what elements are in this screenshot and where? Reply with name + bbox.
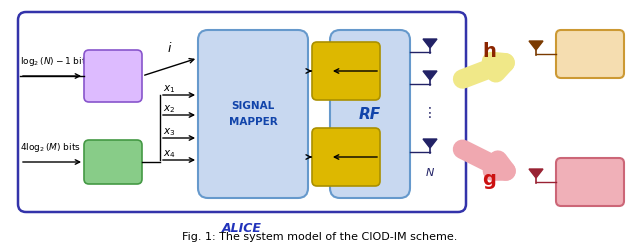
Text: Combination: Combination — [88, 73, 138, 79]
Text: RF: RF — [359, 106, 381, 122]
Text: $x_3$: $x_3$ — [163, 126, 175, 138]
FancyBboxPatch shape — [18, 12, 466, 212]
Text: $x_4$: $x_4$ — [163, 148, 175, 160]
FancyBboxPatch shape — [330, 30, 410, 198]
Polygon shape — [529, 41, 543, 50]
Text: SIGNAL: SIGNAL — [232, 101, 275, 111]
Polygon shape — [423, 139, 437, 148]
Text: AN: AN — [339, 145, 353, 155]
Text: Index: Index — [102, 84, 124, 90]
FancyBboxPatch shape — [556, 30, 624, 78]
Text: $N$: $N$ — [425, 166, 435, 178]
Text: ⋮: ⋮ — [423, 106, 437, 120]
Text: Fig. 1: The system model of the CIOD-IM scheme.: Fig. 1: The system model of the CIOD-IM … — [182, 232, 458, 242]
FancyBboxPatch shape — [84, 50, 142, 102]
FancyBboxPatch shape — [312, 128, 380, 186]
FancyBboxPatch shape — [84, 140, 142, 184]
Text: $i$: $i$ — [167, 41, 173, 55]
Polygon shape — [423, 39, 437, 48]
FancyBboxPatch shape — [556, 158, 624, 206]
Text: MAPPER: MAPPER — [228, 117, 277, 127]
Text: ALICE: ALICE — [222, 222, 262, 235]
Text: $4\log_2(M)$ bits: $4\log_2(M)$ bits — [20, 141, 81, 154]
Text: $\mathbf{h}$: $\mathbf{h}$ — [482, 41, 496, 61]
Text: $\log_2(N)-1$ bits: $\log_2(N)-1$ bits — [20, 55, 91, 68]
Polygon shape — [529, 169, 543, 178]
Text: MATRIX: MATRIX — [328, 74, 364, 82]
Text: Symbol: Symbol — [97, 165, 129, 173]
Text: Antenna: Antenna — [97, 62, 130, 68]
Text: CIOD: CIOD — [335, 60, 358, 68]
FancyBboxPatch shape — [198, 30, 308, 198]
Text: BOB: BOB — [577, 49, 603, 59]
Text: $\mathbf{g}$: $\mathbf{g}$ — [482, 171, 496, 190]
Text: MATRIX: MATRIX — [328, 160, 364, 168]
Text: $x_2$: $x_2$ — [163, 103, 175, 115]
Text: EVE: EVE — [578, 177, 602, 187]
FancyBboxPatch shape — [312, 42, 380, 100]
Text: $x_1$: $x_1$ — [163, 83, 175, 95]
Polygon shape — [423, 71, 437, 80]
Text: M-ary: M-ary — [100, 150, 125, 160]
